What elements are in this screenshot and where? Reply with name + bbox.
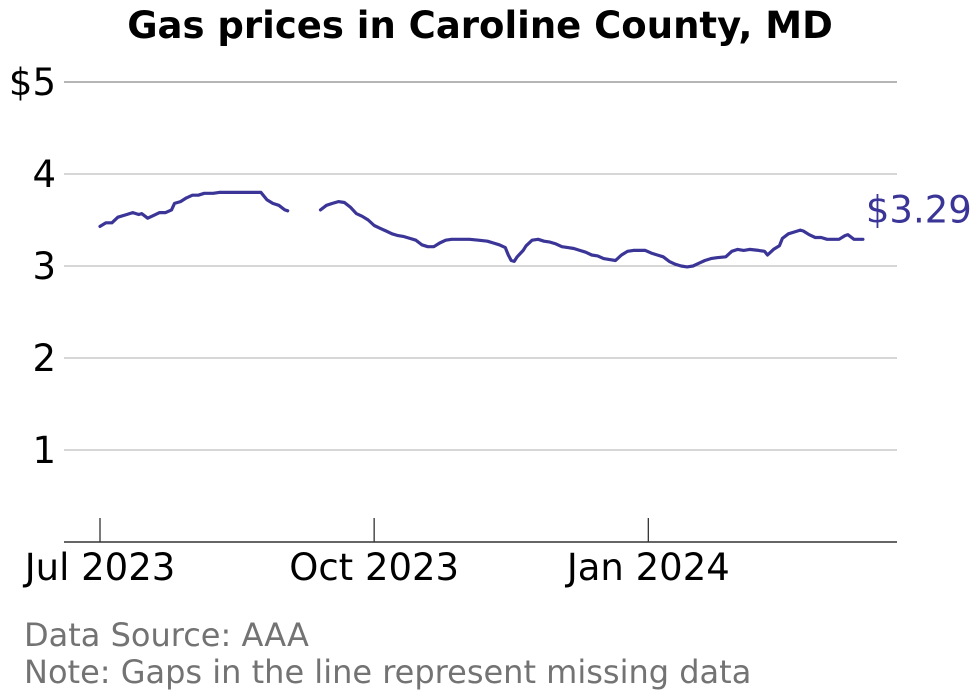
- chart-title: Gas prices in Caroline County, MD: [127, 4, 833, 47]
- y-tick-label-1: 1: [32, 429, 56, 472]
- x-tick-label-1: Oct 2023: [289, 546, 459, 589]
- y-tick-label-2: 2: [32, 337, 56, 380]
- line-chart: $5 4 3 2 1 Jul 2023 Oct 2023 Jan 2024 $3.29: [9, 61, 972, 589]
- y-tick-label-3: 3: [32, 245, 56, 288]
- gridlines: [64, 81, 897, 451]
- y-axis-tick-labels: $5 4 3 2 1: [9, 61, 56, 472]
- data-source-note: Data Source: AAA: [24, 616, 309, 654]
- price-line: [98, 190, 865, 269]
- end-value-label: $3.29: [866, 188, 972, 231]
- price-line-segment-1: [318, 200, 865, 269]
- price-line-segment-0: [98, 190, 290, 228]
- x-tick-label-2: Jan 2024: [565, 546, 730, 589]
- missing-data-note: Note: Gaps in the line represent missing…: [24, 653, 752, 691]
- x-axis-ticks: Jul 2023 Oct 2023 Jan 2024: [23, 518, 730, 589]
- y-tick-label-5: $5: [9, 61, 56, 104]
- x-tick-label-0: Jul 2023: [23, 546, 176, 589]
- y-tick-label-4: 4: [32, 153, 56, 196]
